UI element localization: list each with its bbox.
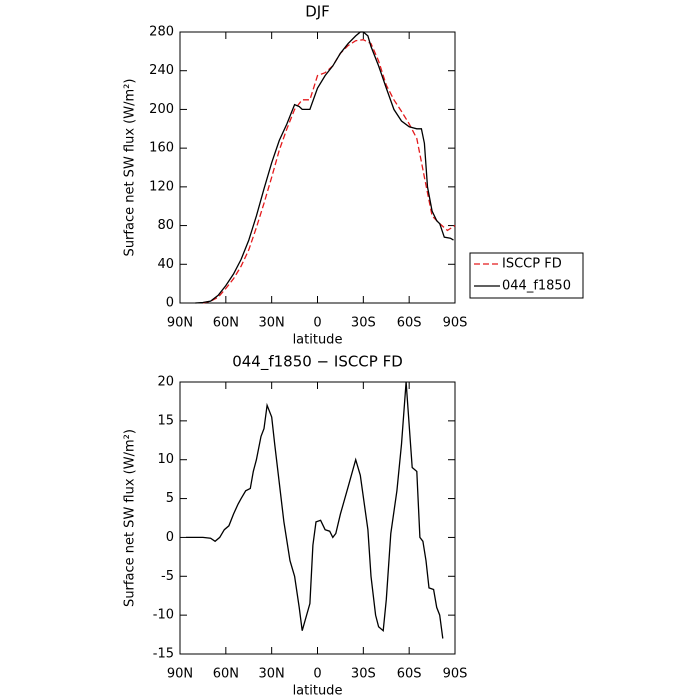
- legend-label: ISCCP FD: [502, 257, 562, 272]
- x-tick-label: 90N: [167, 316, 193, 331]
- y-tick-label: 10: [157, 452, 174, 467]
- data-line: [195, 31, 454, 304]
- y-tick-label: 280: [149, 25, 174, 40]
- x-tick-label: 30N: [259, 316, 285, 331]
- x-tick-label: 60S: [397, 316, 422, 331]
- plot-frame: [179, 31, 456, 304]
- data-line: [202, 39, 456, 304]
- x-tick-label: 60N: [213, 667, 239, 682]
- y-tick-label: 15: [157, 413, 174, 428]
- plot-frame: [179, 381, 456, 655]
- chart-title: 044_f1850 − ISCCP FD: [232, 353, 403, 372]
- x-axis-label: latitude: [293, 684, 343, 699]
- y-tick-label: 160: [149, 141, 174, 156]
- x-tick-label: 0: [313, 667, 321, 682]
- y-axis-label: Surface net SW flux (W/m²): [123, 429, 138, 607]
- y-tick-label: 240: [149, 63, 174, 78]
- x-axis-label: latitude: [293, 333, 343, 348]
- y-tick-label: 5: [166, 491, 174, 506]
- y-tick-label: -10: [153, 608, 174, 623]
- x-tick-label: 30S: [351, 667, 376, 682]
- y-axis-label: Surface net SW flux (W/m²): [123, 79, 138, 257]
- x-tick-label: 0: [313, 316, 321, 331]
- x-tick-label: 90S: [443, 667, 468, 682]
- y-tick-label: -15: [153, 647, 174, 662]
- y-tick-label: 20: [157, 375, 174, 390]
- x-tick-label: 30S: [351, 316, 376, 331]
- y-tick-label: 0: [166, 296, 174, 311]
- y-tick-label: -5: [161, 569, 174, 584]
- x-tick-label: 30N: [259, 667, 285, 682]
- y-tick-label: 0: [166, 530, 174, 545]
- y-tick-label: 40: [157, 257, 174, 272]
- y-tick-label: 120: [149, 179, 174, 194]
- legend-box: [469, 252, 584, 299]
- y-tick-label: 80: [157, 218, 174, 233]
- legend-label: 044_f1850: [502, 279, 571, 294]
- data-line: [186, 381, 444, 639]
- x-tick-label: 90N: [167, 667, 193, 682]
- x-tick-label: 60S: [397, 667, 422, 682]
- x-tick-label: 90S: [443, 316, 468, 331]
- x-tick-label: 60N: [213, 316, 239, 331]
- chart-title: DJF: [305, 3, 330, 21]
- y-tick-label: 200: [149, 102, 174, 117]
